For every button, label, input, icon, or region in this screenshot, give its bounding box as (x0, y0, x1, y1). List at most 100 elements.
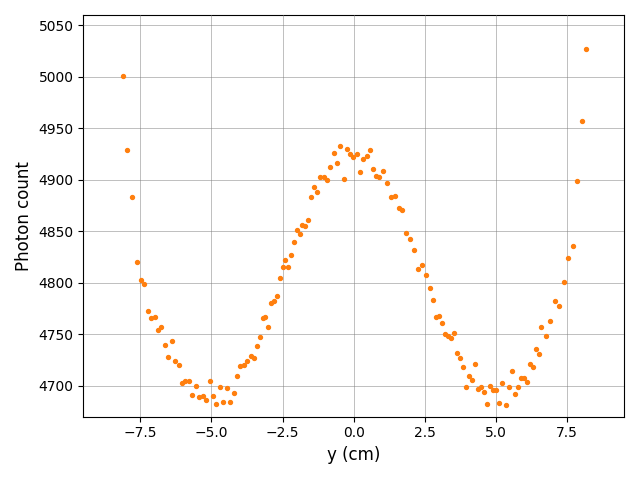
Point (180, 377, 190, 385)
Point (312, 188, 322, 196)
Point (534, 350, 544, 358)
X-axis label: y (cm): y (cm) (327, 446, 380, 464)
Point (497, 379, 507, 387)
Point (345, 150, 355, 158)
Point (541, 332, 551, 340)
Point (157, 323, 167, 331)
Point (135, 277, 146, 285)
Point (303, 216, 313, 224)
Point (277, 263, 288, 271)
Point (431, 313, 442, 320)
Point (255, 333, 265, 341)
Point (512, 384, 523, 391)
Point (291, 226, 302, 233)
Point (409, 246, 419, 254)
Point (500, 401, 511, 409)
Point (113, 0, 123, 2)
Point (581, 45, 591, 53)
Point (567, 242, 578, 250)
Point (467, 376, 477, 383)
Point (218, 398, 228, 406)
Point (197, 392, 208, 400)
Point (351, 150, 362, 158)
Point (455, 354, 465, 362)
Point (252, 342, 262, 350)
Point (440, 331, 450, 338)
Point (208, 392, 218, 400)
Point (470, 360, 481, 367)
Point (232, 372, 242, 380)
Point (127, 194, 137, 201)
Point (576, 117, 587, 125)
Point (174, 361, 184, 369)
Point (394, 204, 404, 212)
Point (365, 146, 375, 153)
Point (504, 383, 514, 390)
Point (275, 274, 285, 282)
Point (516, 374, 526, 382)
Point (572, 177, 582, 184)
Point (225, 399, 235, 406)
Point (473, 385, 484, 392)
Point (530, 345, 541, 353)
Y-axis label: Photon count: Photon count (15, 161, 33, 271)
Point (283, 263, 293, 271)
Point (325, 163, 335, 171)
Point (194, 393, 204, 400)
Point (424, 284, 435, 291)
Point (465, 372, 475, 380)
Point (212, 400, 222, 408)
Point (495, 399, 505, 407)
Point (339, 175, 349, 182)
Point (153, 326, 163, 333)
Point (458, 363, 468, 370)
Point (452, 349, 463, 357)
Point (315, 173, 325, 181)
Point (563, 254, 573, 262)
Point (362, 152, 372, 160)
Point (491, 386, 502, 393)
Point (306, 194, 316, 201)
Point (358, 155, 369, 162)
Point (428, 296, 438, 304)
Point (260, 313, 270, 320)
Point (170, 357, 180, 365)
Point (554, 302, 564, 309)
Point (536, 323, 546, 331)
Point (482, 400, 493, 408)
Point (479, 388, 489, 396)
Point (488, 386, 498, 394)
Point (201, 397, 212, 404)
Point (235, 362, 245, 370)
Point (228, 389, 238, 397)
Point (245, 352, 256, 360)
Point (297, 221, 307, 229)
Point (132, 258, 142, 265)
Point (449, 329, 459, 337)
Point (300, 222, 311, 230)
Point (405, 236, 415, 243)
Point (266, 299, 276, 307)
Point (295, 231, 305, 239)
Point (322, 176, 332, 183)
Point (509, 390, 520, 398)
Point (518, 375, 528, 382)
Point (263, 323, 273, 331)
Point (420, 271, 431, 279)
Point (286, 251, 296, 259)
Point (397, 206, 408, 214)
Point (545, 318, 555, 325)
Point (289, 239, 299, 246)
Point (122, 146, 132, 154)
Point (486, 382, 496, 389)
Point (550, 297, 560, 305)
Point (443, 332, 454, 340)
Point (368, 166, 378, 173)
Point (348, 153, 358, 160)
Point (461, 383, 472, 391)
Point (167, 337, 177, 344)
Point (187, 391, 197, 399)
Point (434, 313, 444, 320)
Point (378, 168, 389, 175)
Point (118, 72, 128, 80)
